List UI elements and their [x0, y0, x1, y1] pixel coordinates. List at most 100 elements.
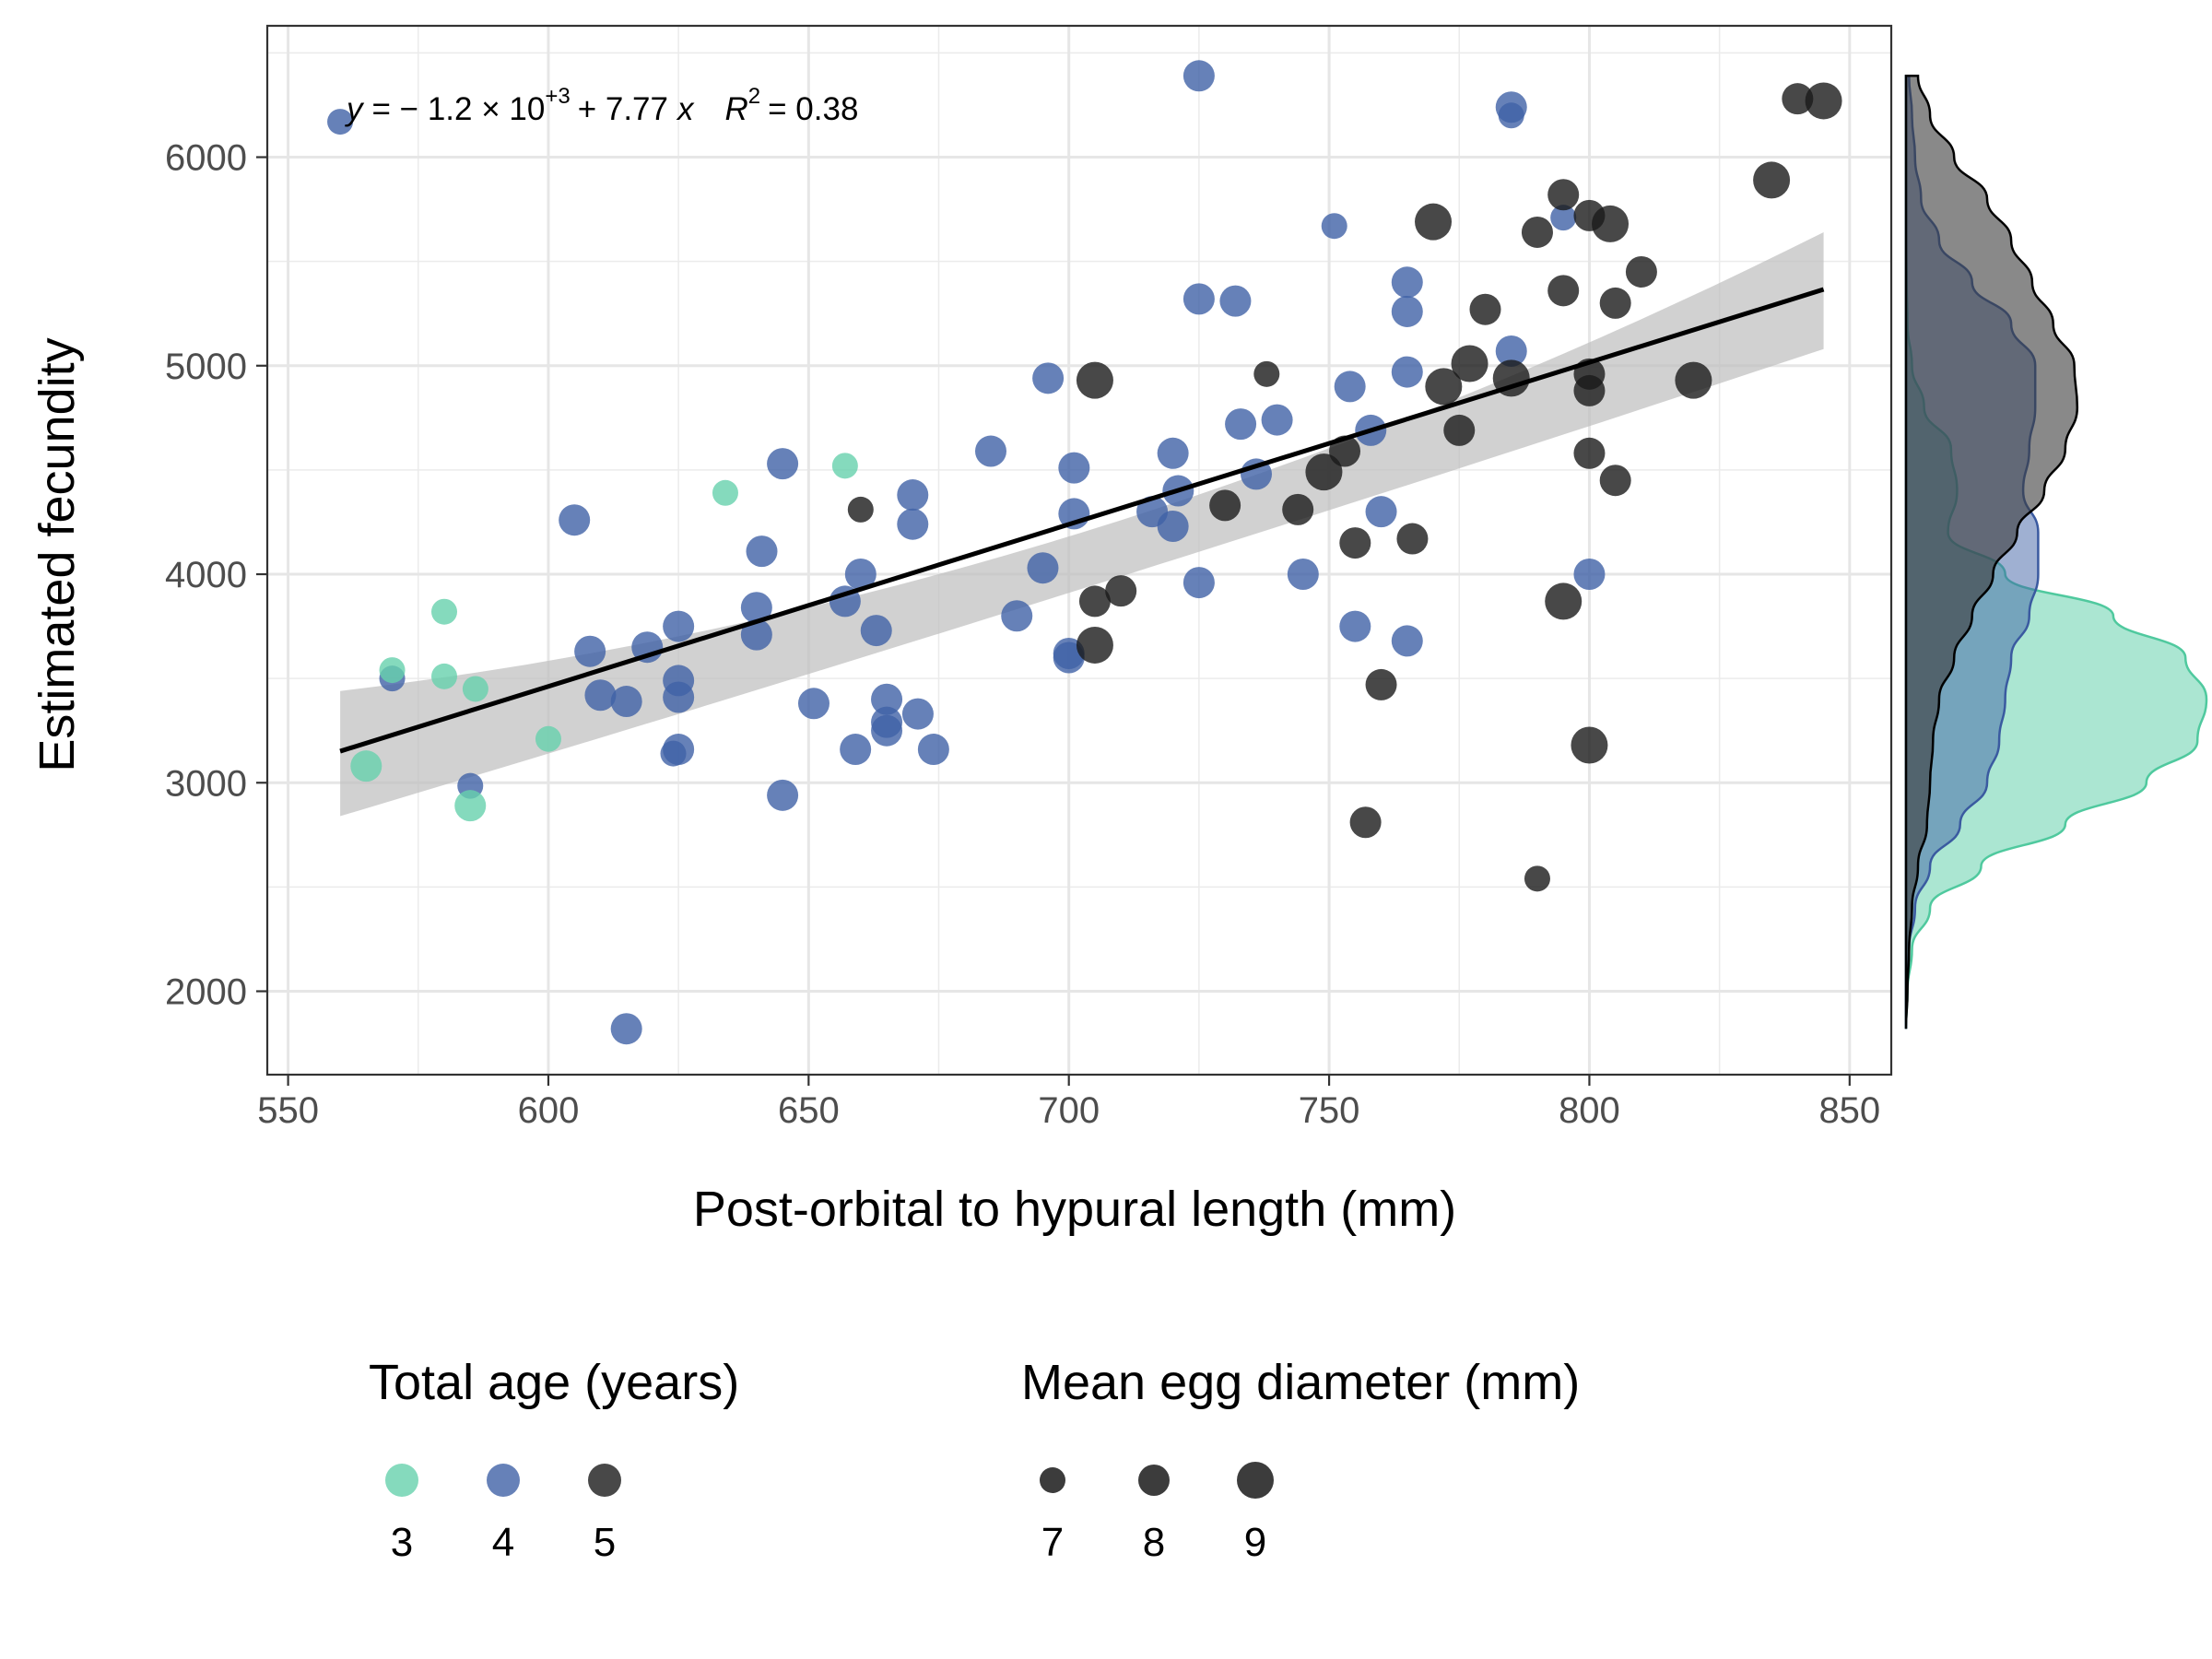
- data-point: [1182, 283, 1215, 315]
- data-point: [1599, 287, 1631, 319]
- data-point: [831, 453, 858, 479]
- data-point: [1524, 865, 1550, 892]
- data-point: [767, 448, 799, 480]
- marginal-density-panel: [1904, 75, 2208, 1030]
- data-point: [871, 714, 903, 747]
- data-point: [462, 676, 488, 702]
- data-point: [1334, 371, 1366, 403]
- data-point: [1545, 582, 1583, 620]
- legend-age-swatch: [487, 1464, 520, 1497]
- data-point: [1365, 496, 1397, 528]
- y-tick-label: 3000: [165, 763, 247, 804]
- data-point: [1287, 559, 1319, 591]
- data-point: [535, 725, 561, 752]
- data-point: [1032, 362, 1065, 394]
- data-point: [1365, 668, 1397, 700]
- data-point: [840, 734, 872, 766]
- x-tick-label: 750: [1299, 1090, 1360, 1131]
- data-point: [1053, 641, 1085, 674]
- data-point: [740, 592, 772, 624]
- y-axis-title: Estimated fecundity: [29, 337, 85, 771]
- legend-size-title: Mean egg diameter (mm): [1021, 1355, 1580, 1410]
- data-point: [1157, 437, 1189, 469]
- data-point: [860, 615, 892, 647]
- y-tick-label: 2000: [165, 972, 247, 1013]
- data-point: [1573, 437, 1606, 469]
- data-point: [1321, 213, 1347, 240]
- data-point: [574, 635, 606, 667]
- data-point: [1675, 361, 1712, 399]
- data-point: [663, 665, 695, 697]
- equation-part2: + 7.77: [578, 91, 668, 127]
- data-point: [1209, 489, 1241, 522]
- equation-part1: = − 1.2 × 10: [372, 91, 546, 127]
- legend-age-label: 3: [391, 1520, 413, 1565]
- y-tick-label: 6000: [165, 138, 247, 179]
- legend-age-swatch: [588, 1464, 621, 1497]
- x-tick-label: 600: [518, 1090, 580, 1131]
- data-point: [746, 535, 778, 568]
- equation-r2-label: R: [724, 91, 747, 127]
- regression-equation: y = − 1.2 × 10+3 + 7.77 x R2 = 0.38: [345, 84, 858, 127]
- data-point: [350, 750, 382, 782]
- data-point: [1443, 414, 1476, 446]
- data-point: [712, 479, 738, 506]
- data-point: [1027, 552, 1059, 584]
- data-point: [1521, 216, 1553, 248]
- x-tick-label: 650: [778, 1090, 840, 1131]
- legend-size-label: 8: [1143, 1520, 1165, 1565]
- plot-panel-border: [265, 24, 1893, 1077]
- data-point: [1415, 203, 1453, 241]
- data-point: [1782, 83, 1814, 115]
- data-point: [431, 663, 458, 689]
- data-point: [559, 504, 591, 536]
- data-point: [1105, 575, 1137, 607]
- data-point: [663, 610, 695, 642]
- data-point: [1391, 266, 1423, 299]
- equation-y: y: [345, 91, 365, 127]
- data-point: [1339, 610, 1371, 642]
- data-point: [974, 435, 1006, 467]
- data-point: [1182, 60, 1215, 92]
- data-point: [767, 779, 799, 811]
- data-point: [1498, 102, 1524, 129]
- y-tick-label: 4000: [165, 555, 247, 595]
- data-point: [740, 618, 772, 651]
- data-point: [1078, 585, 1111, 618]
- legend-size-label: 9: [1244, 1520, 1266, 1565]
- data-point: [1469, 293, 1501, 325]
- data-point: [1547, 179, 1580, 211]
- data-point: [1349, 806, 1382, 839]
- data-point: [1076, 361, 1113, 399]
- data-point: [1391, 625, 1423, 657]
- data-point: [1001, 600, 1033, 632]
- legend-size: 7 8 9: [1040, 1462, 1274, 1565]
- data-point: [1571, 726, 1608, 764]
- confidence-band-group: [340, 232, 1824, 817]
- data-point: [1182, 567, 1215, 599]
- confidence-band: [340, 232, 1824, 817]
- equation-r2-value: = 0.38: [768, 91, 858, 127]
- density-curve-age-5: [1904, 75, 2079, 1030]
- legend-age-swatch: [385, 1464, 418, 1497]
- x-tick-label: 700: [1038, 1090, 1100, 1131]
- x-tick-label: 850: [1818, 1090, 1880, 1131]
- legend-size-swatch: [1040, 1467, 1065, 1493]
- equation-x: x: [676, 91, 695, 127]
- data-point: [897, 479, 929, 512]
- data-point: [901, 698, 934, 730]
- legend-size-swatch: [1237, 1462, 1274, 1499]
- data-point: [1573, 559, 1606, 591]
- data-point: [1396, 523, 1429, 555]
- legend-age: 3 4 5: [385, 1464, 621, 1565]
- y-tick-label: 5000: [165, 347, 247, 387]
- data-point: [844, 559, 877, 591]
- data-point: [847, 496, 874, 523]
- data-point: [610, 1013, 642, 1045]
- data-point: [327, 109, 354, 135]
- data-point: [1592, 205, 1630, 242]
- data-point: [1573, 374, 1606, 406]
- legend-age-label: 5: [594, 1520, 616, 1565]
- data-point: [1805, 82, 1842, 120]
